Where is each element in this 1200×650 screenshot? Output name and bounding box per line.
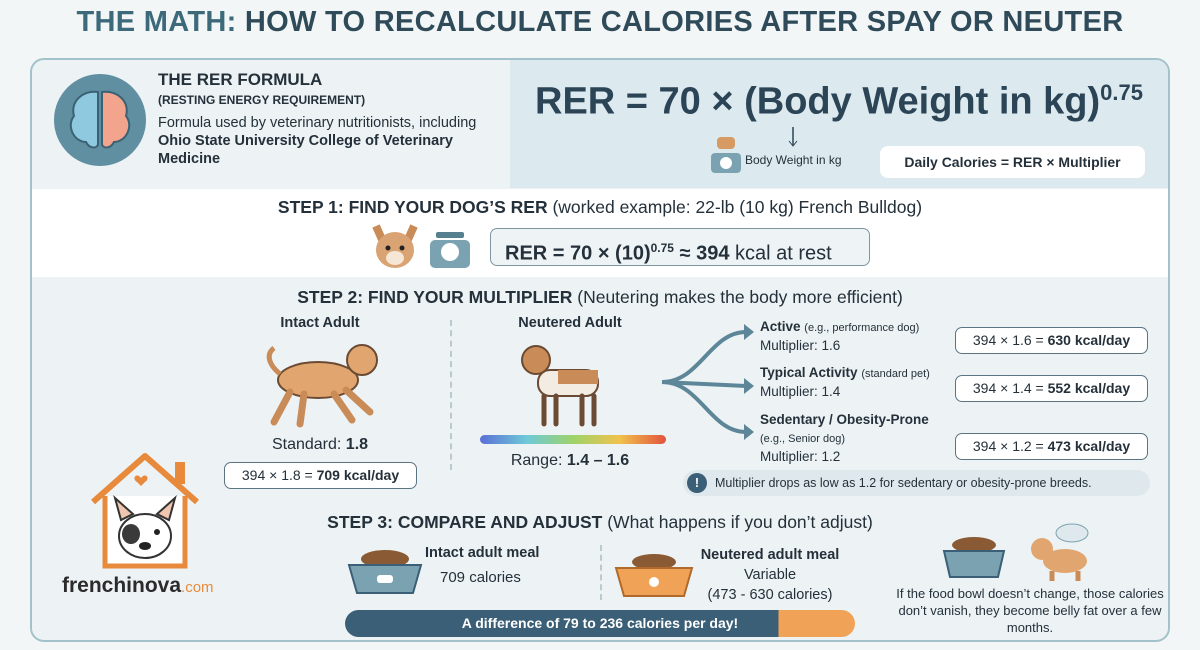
intact-calc: 394 × 1.8 = 709 kcal/day [224, 462, 417, 489]
bulldog-scale-icons [372, 224, 470, 268]
step3-heading: STEP 3: COMPARE AND ADJUST [327, 512, 603, 532]
divider [600, 545, 602, 600]
weight-label: Body Weight in kg [745, 153, 842, 167]
step2-note: (Neutering makes the body more efficient… [577, 287, 903, 307]
step2-title: STEP 2: FIND YOUR MULTIPLIER (Neutering … [0, 287, 1200, 308]
brand-name: frenchinova [62, 574, 182, 597]
step1-note: (worked example: 22-lb (10 kg) French Bu… [552, 197, 923, 217]
step2-heading: STEP 2: FIND YOUR MULTIPLIER [297, 287, 573, 307]
rer-equation: RER = 70 × (Body Weight in kg)0.75 [535, 80, 1143, 124]
level-name: Typical Activity [760, 365, 858, 380]
intact-bowl-icon [347, 550, 423, 594]
level-calc: 394 × 1.4 = 552 kcal/day [955, 375, 1148, 402]
level-multiplier: Multiplier: 1.2 [760, 449, 841, 464]
calc: 394 × 1.6 = [972, 332, 1044, 348]
result: 630 kcal/day [1047, 332, 1131, 348]
range-label: Range: [510, 452, 563, 469]
calc: 394 × 1.2 = [972, 438, 1044, 454]
level-2: Sedentary / Obesity-Prone (e.g., Senior d… [760, 411, 929, 466]
neutered-meal: Neutered adult meal Variable (473 - 630 ca… [690, 545, 850, 605]
desc: Formula used by veterinary nutritionists… [158, 115, 477, 131]
range-bar [480, 435, 666, 444]
brand: frenchinova.com [62, 574, 214, 598]
intact-label: Intact Adult [280, 315, 360, 331]
level-1: Typical Activity (standard pet) Multiplie… [760, 364, 930, 401]
neutered-range: Range: 1.4 – 1.6 [470, 452, 670, 470]
consequence: If the food bowl doesn’t change, those c… [896, 586, 1164, 635]
brand-logo [91, 453, 199, 569]
neutered-meal-value: Variable [743, 567, 797, 583]
result: 552 kcal/day [1047, 380, 1131, 396]
formula-subheading: (RESTING ENERGY REQUIREMENT) [158, 93, 366, 107]
neutered-meal-range: (473 - 630 calories) [707, 587, 833, 603]
level-example: (standard pet) [861, 368, 930, 380]
intact-meal-label: Intact adult meal [425, 545, 540, 561]
equation: RER = 70 × (10) [505, 242, 651, 265]
level-name: Sedentary / Obesity-Prone [760, 412, 929, 427]
range-value: 1.4 – 1.6 [566, 452, 630, 469]
neutered-dog-icon [521, 345, 599, 427]
standard-label: Standard: [271, 436, 342, 453]
step3-title: STEP 3: COMPARE AND ADJUST (What happens… [210, 512, 990, 533]
level-multiplier: Multiplier: 1.4 [760, 384, 841, 399]
intact-meal-value: 709 calories [440, 569, 521, 586]
neutered-label: Neutered Adult [518, 315, 622, 331]
level-calc: 394 × 1.6 = 630 kcal/day [955, 327, 1148, 354]
bowl-dog-icons [942, 523, 1089, 581]
equation: RER = 70 × (Body Weight in kg) [535, 80, 1101, 123]
divider [450, 320, 452, 470]
source: Ohio State University College of Veterin… [158, 133, 453, 167]
brain-icon [54, 74, 146, 166]
brand-tld: .com [181, 579, 214, 596]
step3-note: (What happens if you don’t adjust) [607, 512, 873, 532]
daily-calories: Daily Calories = RER × Multiplier [880, 146, 1145, 178]
warning-note: ! Multiplier drops as low as 1.2 for sede… [683, 470, 1150, 496]
branch-arrows [661, 324, 754, 440]
calc: 394 × 1.8 = [241, 467, 313, 483]
result: 709 kcal/day [316, 467, 400, 483]
title: THE MATH: HOW TO RECALCULATE CALORIES AF… [0, 6, 1200, 39]
warning-icon: ! [687, 473, 707, 493]
standard-value: 1.8 [345, 436, 369, 453]
level-example: (e.g., Senior dog) [760, 433, 845, 445]
level-example: (e.g., performance dog) [804, 322, 920, 334]
calc: 394 × 1.4 = [972, 380, 1044, 396]
intact-dog-icon [266, 344, 378, 428]
formula-description: Formula used by veterinary nutritionists… [158, 114, 478, 168]
level-name: Active [760, 319, 801, 334]
unit: kcal at rest [735, 242, 832, 265]
result: 473 kcal/day [1047, 438, 1131, 454]
scale-arrow-icon [711, 127, 798, 173]
step1-heading: STEP 1: FIND YOUR DOG’S RER [277, 197, 548, 217]
level-0: Active (e.g., performance dog) Multiplier… [760, 318, 919, 355]
level-calc: 394 × 1.2 = 473 kcal/day [955, 433, 1148, 460]
neutered-bowl-icon [614, 554, 694, 597]
exponent: 0.75 [650, 241, 674, 255]
title-rest: HOW TO RECALCULATE CALORIES AFTER SPAY O… [244, 6, 1124, 38]
intact-standard: Standard: 1.8 [220, 436, 420, 454]
formula-heading: THE RER FORMULA [158, 70, 323, 89]
warning-text: Multiplier drops as low as 1.2 for seden… [715, 476, 1092, 490]
title-prefix: THE MATH: [76, 6, 237, 38]
difference-bar: A difference of 79 to 236 calories per d… [345, 610, 855, 637]
neutered-meal-label: Neutered adult meal [700, 547, 840, 563]
step1-equation: RER = 70 × (10)0.75 ≈ 394 kcal at rest [490, 228, 870, 266]
approx-result: ≈ 394 [679, 242, 730, 265]
level-multiplier: Multiplier: 1.6 [760, 338, 841, 353]
exponent: 0.75 [1100, 80, 1143, 105]
step1-title: STEP 1: FIND YOUR DOG’S RER (worked exam… [0, 197, 1200, 218]
